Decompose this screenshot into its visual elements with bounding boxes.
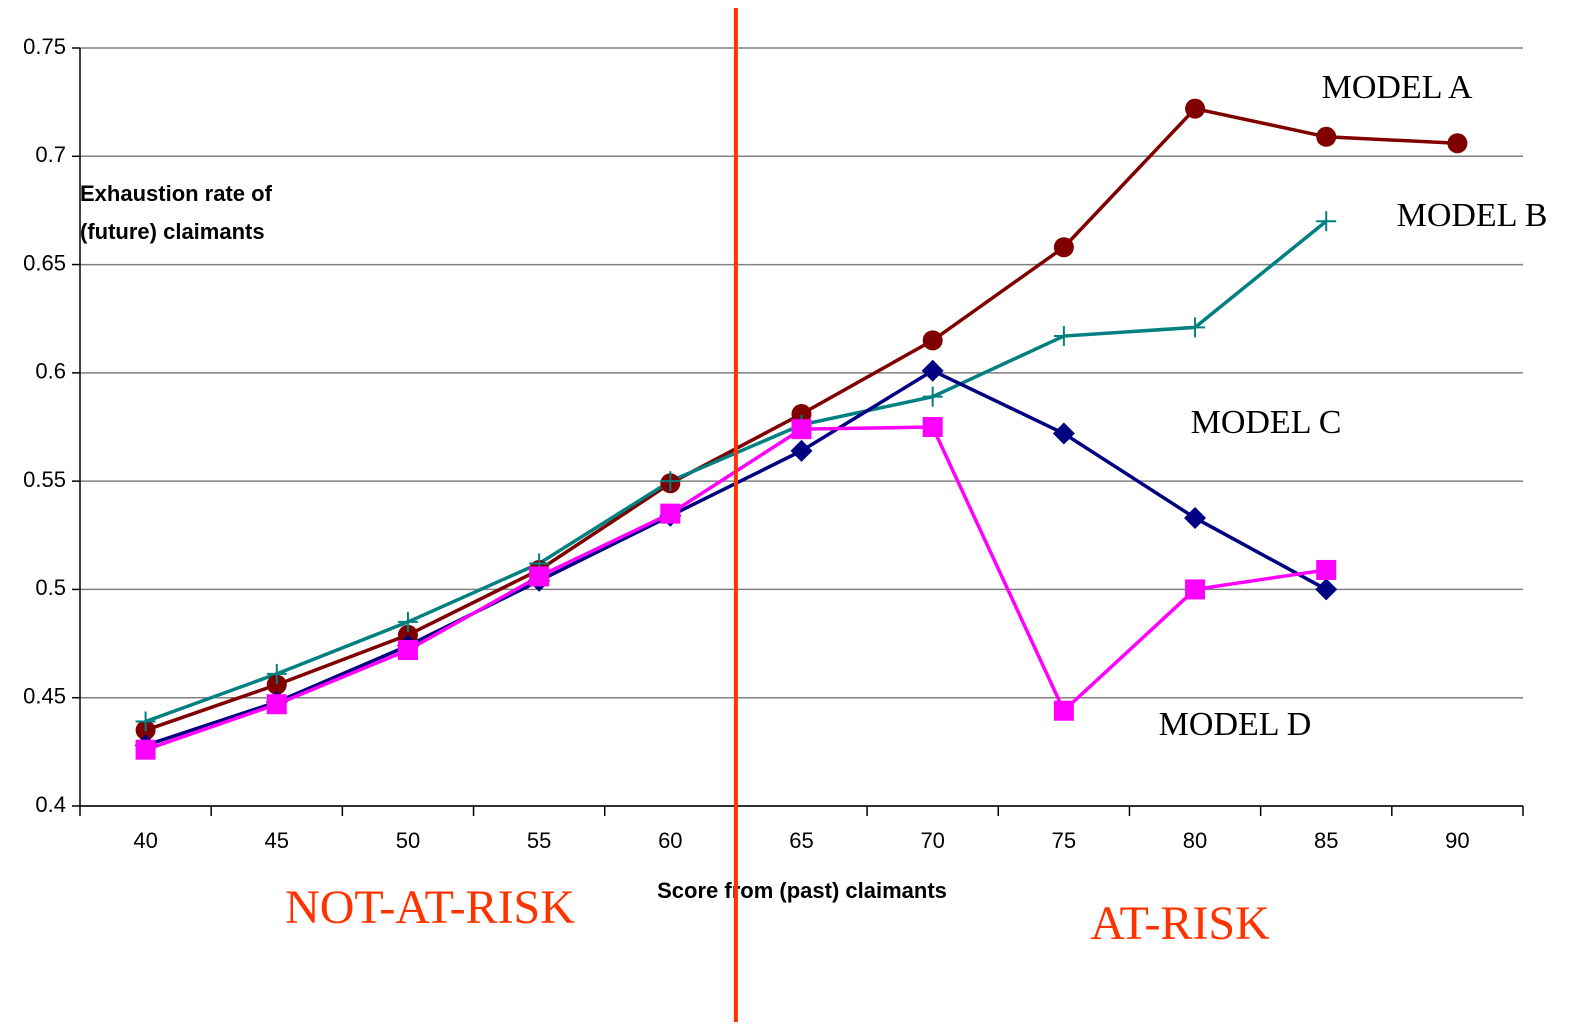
point: [266, 694, 287, 715]
x-tick-label: 90: [1445, 828, 1469, 853]
point: [1316, 559, 1337, 580]
annotation: NOT-AT-RISK: [285, 881, 575, 934]
y-tick-label: 0.65: [23, 250, 66, 275]
point: [1053, 326, 1074, 347]
x-tick-label: 85: [1314, 828, 1338, 853]
point: [1185, 317, 1206, 338]
point: [922, 330, 943, 351]
point: [922, 386, 943, 407]
x-tick-label: 65: [789, 828, 813, 853]
y-tick-label: 0.55: [23, 467, 66, 492]
x-tick-label: 40: [133, 828, 157, 853]
x-tick-label: 80: [1183, 828, 1207, 853]
y-tick-label: 0.45: [23, 684, 66, 709]
point: [791, 419, 812, 440]
y-axis-label: (future) claimants: [80, 219, 265, 244]
y-tick-label: 0.6: [35, 359, 66, 384]
point: [397, 640, 418, 661]
point: [1315, 578, 1338, 601]
series-label: MODEL A: [1322, 69, 1473, 106]
x-tick-label: 55: [527, 828, 551, 853]
x-tick-label: 60: [658, 828, 682, 853]
point: [135, 739, 156, 760]
annotation: AT-RISK: [1090, 897, 1270, 950]
point: [1185, 579, 1206, 600]
point: [397, 611, 418, 632]
series-label: MODEL C: [1191, 404, 1342, 441]
x-tick-label: 70: [920, 828, 944, 853]
point: [660, 471, 681, 492]
series-label: MODEL B: [1397, 197, 1548, 234]
point: [1184, 506, 1207, 529]
point: [1053, 700, 1074, 721]
point: [1316, 211, 1337, 232]
point: [922, 417, 943, 437]
point: [1053, 237, 1074, 258]
point: [266, 663, 287, 684]
point: [791, 404, 812, 425]
y-tick-label: 0.5: [35, 575, 66, 600]
point: [660, 503, 681, 524]
y-axis-label: Exhaustion rate of: [80, 181, 273, 206]
y-tick-label: 0.7: [35, 142, 66, 167]
x-tick-label: 50: [396, 828, 420, 853]
y-tick-label: 0.4: [35, 792, 66, 817]
point: [529, 566, 550, 587]
series-label: MODEL D: [1159, 706, 1312, 743]
point: [1447, 133, 1468, 154]
point: [1052, 422, 1075, 445]
point: [921, 359, 944, 382]
x-tick-label: 75: [1052, 828, 1076, 853]
x-axis-label: Score from (past) claimants: [657, 878, 947, 903]
point: [266, 674, 287, 695]
point: [790, 439, 813, 462]
point: [1185, 98, 1206, 119]
point: [1316, 126, 1337, 147]
y-tick-label: 0.75: [23, 34, 66, 59]
x-tick-label: 45: [265, 828, 289, 853]
point: [135, 711, 156, 732]
